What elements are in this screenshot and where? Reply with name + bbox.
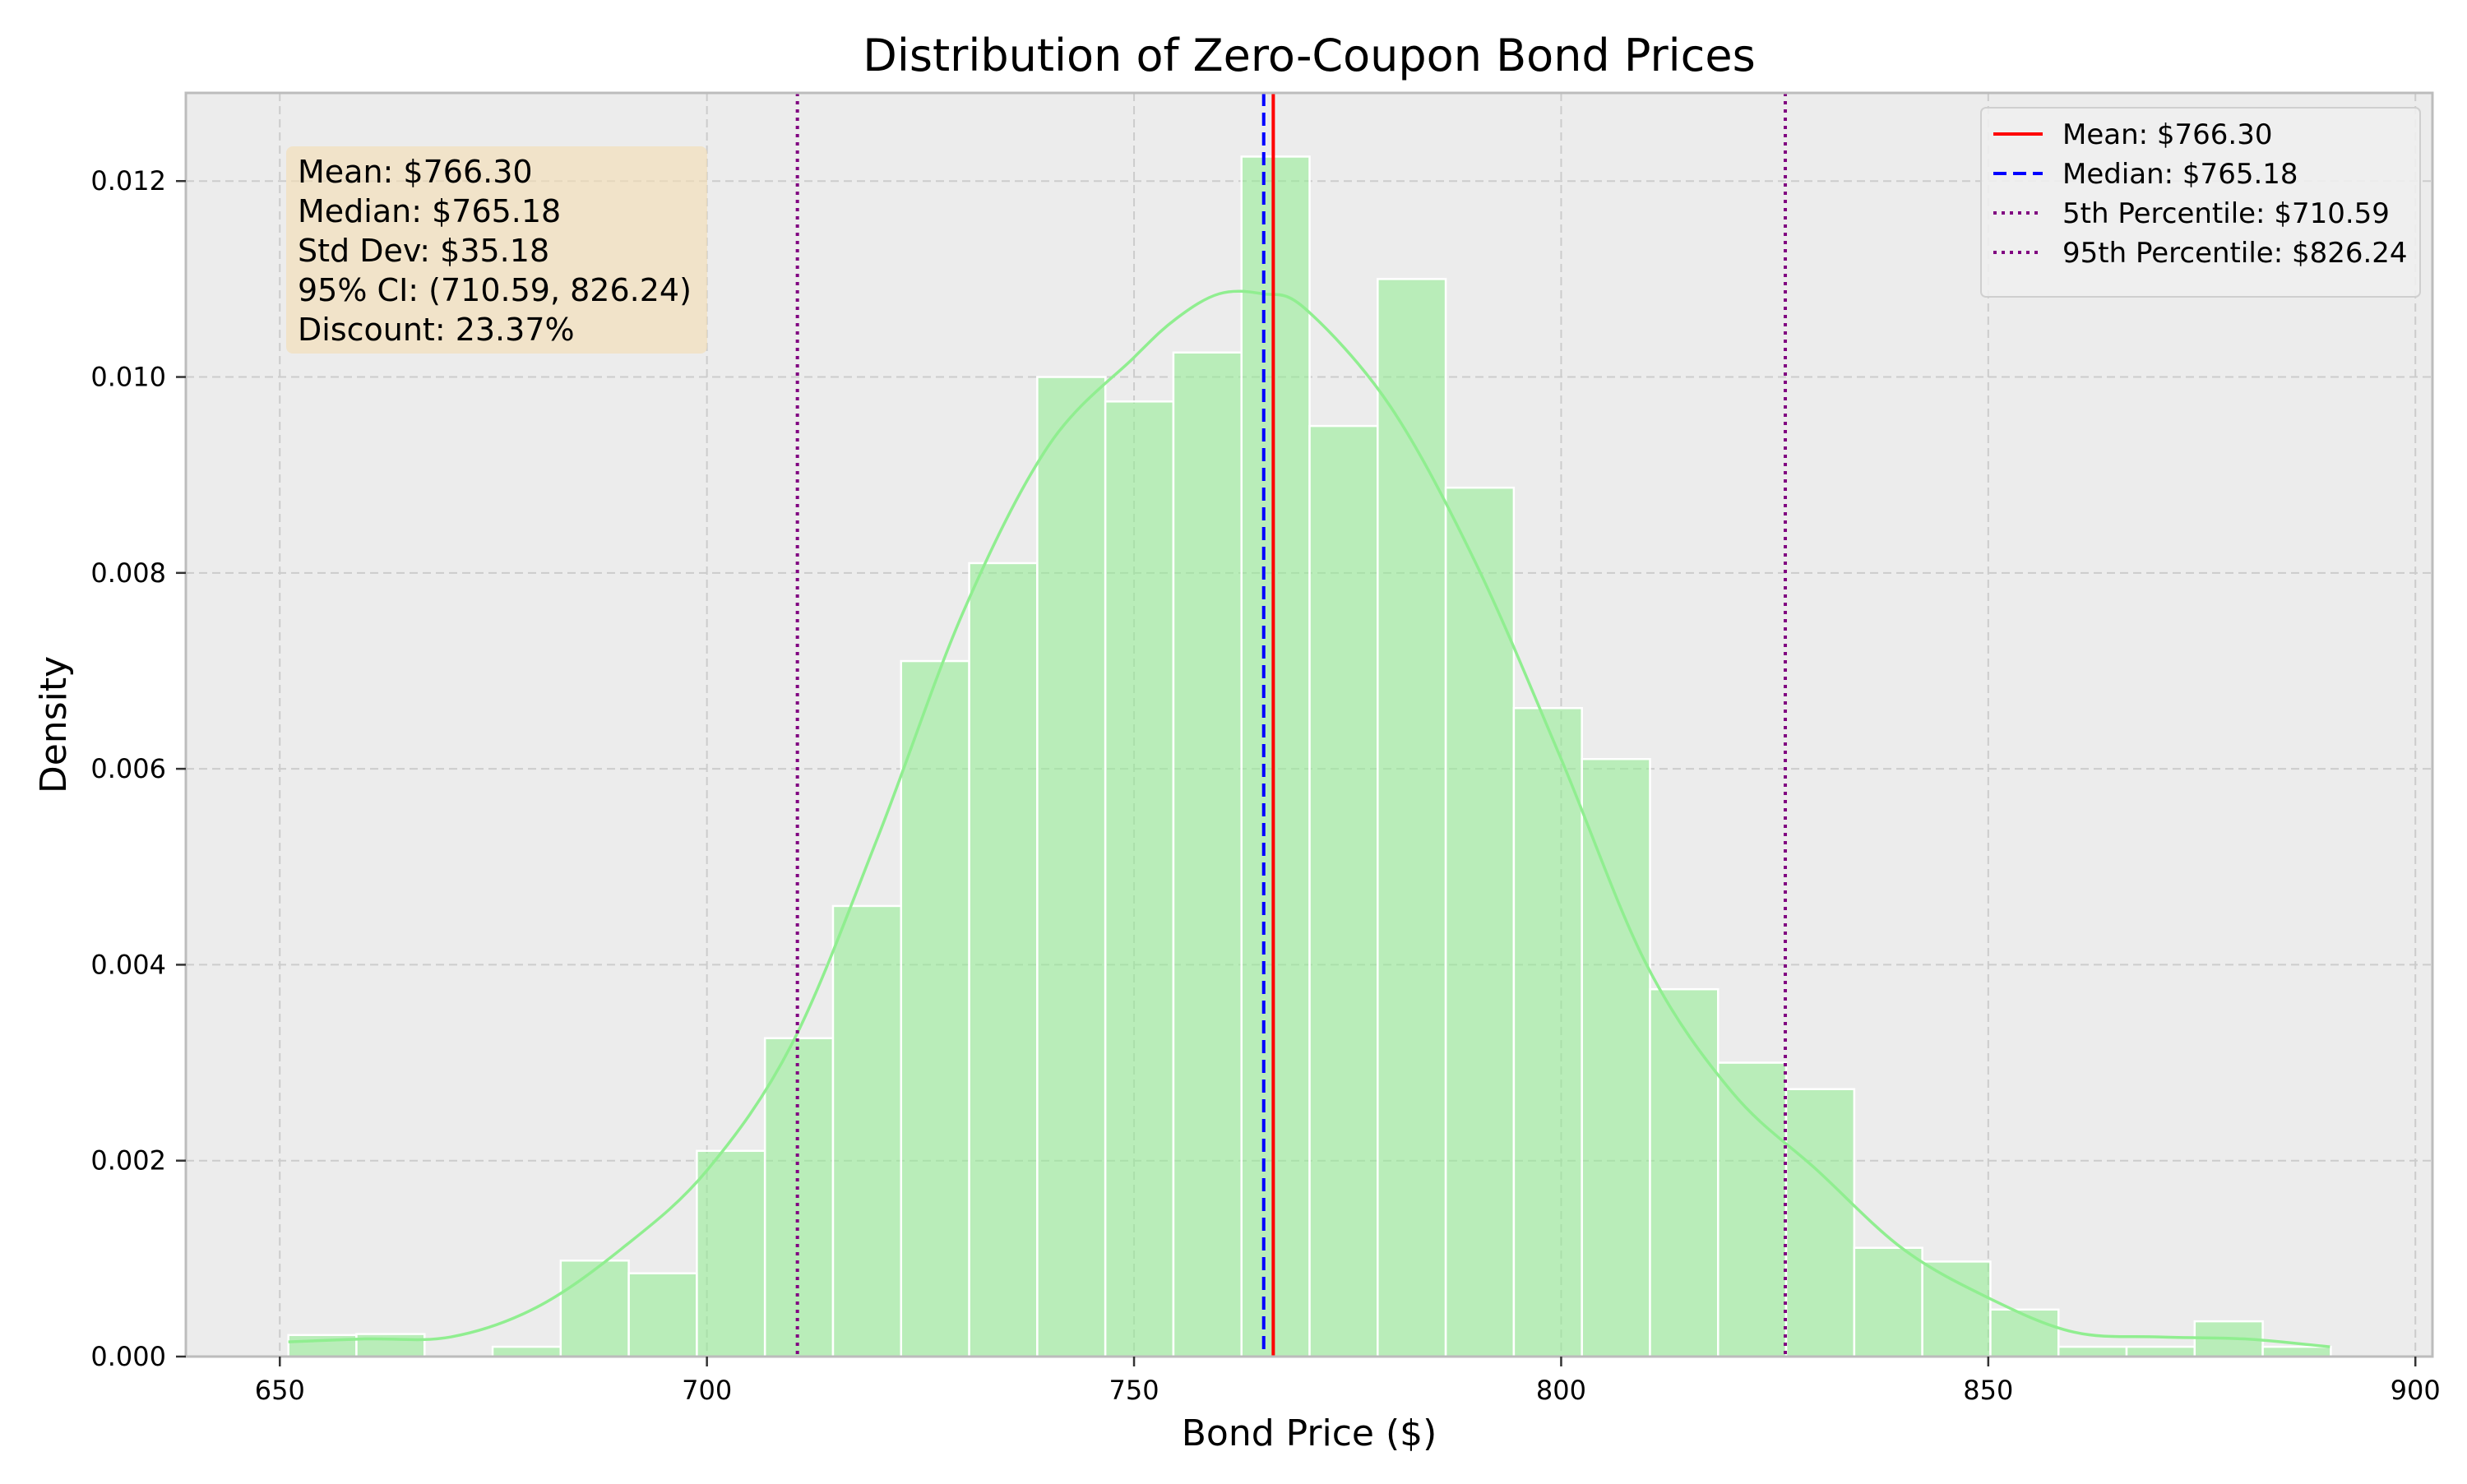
stats-median: Median: $765.18 (298, 193, 561, 229)
y-tick-label: 0.004 (90, 949, 166, 980)
histogram-bar (968, 562, 1039, 1358)
legend: Mean: $766.30 Median: $765.18 5th Percen… (1980, 107, 2421, 298)
x-tick-label: 800 (1536, 1375, 1586, 1406)
legend-label-5th-percentile: 5th Percentile: $710.59 (2062, 197, 2390, 230)
y-tick-label: 0.000 (90, 1341, 166, 1372)
histogram-bar (2261, 1345, 2332, 1358)
axis-ticks: 650 700 750 800 850 900 0.000 0.002 0.004 0.006 0.… (90, 165, 2440, 1406)
legend-item-5th-percentile: 5th Percentile: $710.59 (1993, 197, 2390, 230)
legend-label-mean: Mean: $766.30 (2062, 118, 2273, 151)
histogram-bar (1240, 155, 1311, 1358)
histogram-bar (1172, 351, 1243, 1358)
histogram-bar (1444, 486, 1516, 1358)
histogram-bars (287, 155, 2332, 1358)
histogram-bar (900, 659, 970, 1358)
stats-discount: Discount: 23.37% (298, 312, 575, 348)
histogram-bar (1581, 757, 1651, 1358)
histogram-bar (559, 1259, 630, 1358)
histogram-bar (1784, 1088, 1856, 1358)
histogram-bar (1036, 376, 1107, 1358)
kde-curve (288, 289, 2330, 1348)
x-axis-label: Bond Price ($) (1182, 1412, 1437, 1454)
histogram-bar (1921, 1260, 1992, 1358)
histogram-bar (1989, 1308, 2060, 1358)
stats-box-background (286, 146, 707, 354)
legend-item-mean: Mean: $766.30 (1993, 118, 2273, 151)
histogram-bar (491, 1345, 562, 1358)
stats-box: Mean: $766.30 Median: $765.18 Std Dev: $… (286, 146, 707, 354)
stats-confidence-interval: 95% CI: (710.59, 826.24) (298, 272, 692, 308)
histogram-bar (1649, 987, 1719, 1358)
y-tick-label: 0.010 (90, 362, 166, 393)
histogram-bar (2057, 1345, 2128, 1358)
histogram-bar (627, 1272, 698, 1358)
y-axis-label: Density (33, 656, 75, 793)
x-tick-label: 850 (1963, 1375, 2013, 1406)
x-tick-label: 700 (682, 1375, 732, 1406)
reference-lines (795, 93, 1788, 1357)
y-tick-label: 0.006 (90, 753, 166, 784)
histogram-bar (1308, 424, 1379, 1358)
legend-background (1980, 107, 2421, 298)
x-tick-label: 650 (255, 1375, 305, 1406)
histogram-bar (2125, 1345, 2196, 1358)
chart-title: Distribution of Zero-Coupon Bond Prices (863, 30, 1755, 81)
plot-frame (184, 91, 2434, 1358)
y-tick-label: 0.012 (90, 165, 166, 196)
legend-label-median: Median: $765.18 (2062, 158, 2298, 191)
legend-label-95th-percentile: 95th Percentile: $826.24 (2062, 237, 2408, 270)
stats-std-dev: Std Dev: $35.18 (298, 233, 549, 269)
histogram-bar (355, 1333, 426, 1358)
histogram-bar (1512, 706, 1583, 1358)
histogram-bar (831, 904, 903, 1358)
kde-curve-group (288, 289, 2330, 1348)
x-tick-label: 900 (2391, 1375, 2441, 1406)
histogram-bar (696, 1149, 766, 1358)
histogram-bar (1377, 278, 1447, 1358)
legend-item-median: Median: $765.18 (1993, 158, 2298, 191)
y-tick-label: 0.002 (90, 1145, 166, 1177)
legend-item-95th-percentile: 95th Percentile: $826.24 (1993, 237, 2408, 270)
y-tick-label: 0.008 (90, 557, 166, 589)
histogram-bar (1104, 400, 1175, 1358)
stats-mean: Mean: $766.30 (298, 154, 533, 190)
histogram-bar (1853, 1246, 1923, 1358)
histogram-bar (1717, 1061, 1788, 1358)
x-tick-label: 750 (1109, 1375, 1159, 1406)
